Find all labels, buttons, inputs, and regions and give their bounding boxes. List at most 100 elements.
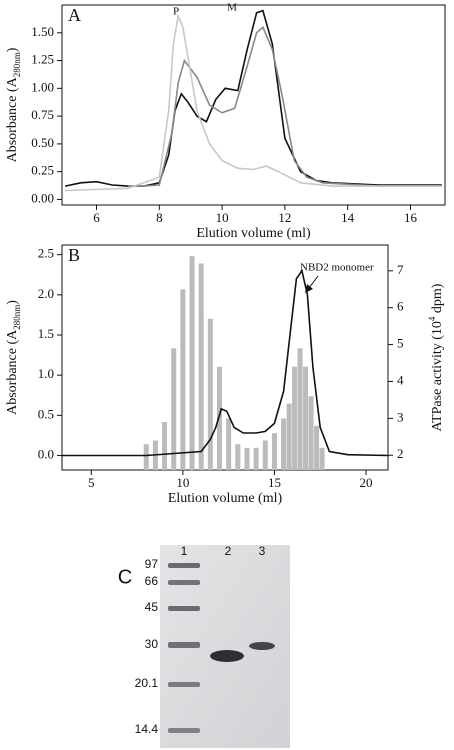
- y-axis-label-part: Absorbance (A: [5, 76, 20, 162]
- y2-axis-label-part: 4: [427, 316, 437, 321]
- arrow-head: [305, 284, 313, 293]
- x-tick-label: 10: [176, 475, 189, 490]
- line: [64, 9, 442, 187]
- x-tick-label: 6: [93, 210, 100, 225]
- band: [168, 642, 200, 648]
- y-tick-label: 1.0: [38, 366, 54, 381]
- y2-axis-label-part: dpm): [430, 283, 445, 316]
- x-tick-label: 15: [268, 475, 281, 490]
- bar: [162, 422, 168, 470]
- bar: [314, 425, 320, 470]
- marker-label: 20.1: [135, 676, 159, 690]
- bar: [319, 447, 325, 470]
- bar: [235, 444, 241, 470]
- y-axis-label: Absorbance (A280nm): [5, 47, 22, 162]
- y2-tick-label: 3: [397, 409, 404, 424]
- y2-axis-label-part: ATPase activity (10: [430, 321, 445, 431]
- x-tick-label: 8: [156, 210, 163, 225]
- annotation: P: [173, 6, 179, 18]
- x-axis-label: Elution volume (ml): [196, 226, 311, 241]
- y-tick-label: 0.0: [38, 447, 54, 462]
- panel-label: A: [68, 5, 81, 25]
- x-tick-label: 5: [88, 475, 95, 490]
- y-axis-label-part: Absorbance (A: [5, 329, 20, 415]
- bar: [189, 256, 195, 470]
- y2-tick-label: 4: [397, 372, 404, 387]
- lane-label: 3: [259, 544, 266, 558]
- chart: 5 10 15 20 0.0 0.5 1.0 1.5 2.0 2.5 2 3 4 5 6 7 B Elution …: [5, 244, 445, 506]
- y-tick-label: 1.50: [31, 24, 54, 39]
- x-axis-label: Elution volume (ml): [168, 491, 283, 506]
- bar: [226, 418, 232, 470]
- y-tick-label: 2.0: [38, 286, 54, 301]
- bar: [180, 289, 186, 470]
- bar: [281, 418, 287, 470]
- band: [168, 580, 200, 585]
- x-tick-label: 14: [341, 210, 355, 225]
- line: [62, 268, 389, 457]
- bar: [171, 348, 177, 470]
- y-tick-label: 0.50: [31, 135, 54, 150]
- bar: [297, 348, 303, 470]
- y-tick-label: 2.5: [38, 246, 54, 261]
- x-tick-label: 20: [360, 475, 373, 490]
- y2-tick-label: 5: [397, 336, 404, 351]
- band: [168, 563, 200, 568]
- marker-label: 66: [145, 574, 159, 588]
- chart: 6 8 10 12 14 16 0.00 0.25 0.50 0.75 1.00 1.25 1.50 A E…: [5, 2, 446, 241]
- plot-frame: [61, 4, 446, 206]
- y-axis-label-part: 280nm: [12, 305, 22, 330]
- y-axis-label: Absorbance (A280nm): [5, 300, 22, 415]
- panel-label: C: [118, 566, 132, 588]
- bar: [262, 440, 268, 470]
- bar: [244, 447, 250, 470]
- band: [168, 728, 200, 733]
- y-tick-label: 0.75: [31, 107, 54, 122]
- y-axis-label-part: 280nm: [12, 52, 22, 77]
- lane-label: 2: [225, 544, 232, 558]
- annotation: M: [227, 2, 237, 14]
- line: [127, 25, 442, 187]
- bar: [253, 447, 259, 470]
- y-tick-label: 0.5: [38, 406, 54, 421]
- bar: [303, 366, 309, 470]
- band: [168, 606, 200, 611]
- bar: [143, 444, 149, 470]
- marker-label: 97: [145, 557, 159, 571]
- marker-label: 45: [145, 600, 159, 614]
- y2-tick-label: 7: [397, 262, 404, 277]
- x-tick-label: 16: [404, 210, 418, 225]
- line: [65, 13, 442, 192]
- annotation: NBD2 monomer: [300, 262, 374, 274]
- bar: [308, 396, 314, 470]
- y-tick-label: 1.25: [31, 52, 54, 67]
- bar: [207, 318, 213, 470]
- bar: [271, 433, 277, 470]
- y2-tick-label: 2: [397, 446, 404, 461]
- panel-label: B: [68, 245, 80, 265]
- y-tick-label: 1.5: [38, 326, 54, 341]
- ladder-bands: [168, 563, 200, 733]
- y-tick-label: 1.00: [31, 79, 54, 94]
- annotation-arrow: [308, 275, 319, 289]
- marker-label: 14.4: [135, 722, 159, 736]
- bar: [286, 403, 292, 470]
- x-tick-label: 10: [216, 210, 229, 225]
- x-tick-label: 12: [278, 210, 291, 225]
- y2-axis-label: ATPase activity (104 dpm): [427, 283, 445, 431]
- lane-label: 1: [181, 544, 188, 558]
- band: [168, 682, 200, 687]
- band: [249, 642, 275, 650]
- y-axis-label-part: ): [5, 47, 20, 52]
- bar: [292, 366, 298, 470]
- bar: [217, 366, 223, 470]
- plot-frame: [61, 244, 389, 471]
- y-axis-label-part: ): [5, 300, 20, 305]
- y-tick-label: 0.25: [31, 163, 54, 178]
- y2-tick-label: 6: [397, 299, 404, 314]
- gel-panel: C 1 2 3 97 66 45 30 20.1 14.4: [118, 544, 290, 748]
- marker-label: 30: [145, 637, 159, 651]
- y-tick-label: 0.00: [31, 190, 54, 205]
- band: [210, 650, 244, 662]
